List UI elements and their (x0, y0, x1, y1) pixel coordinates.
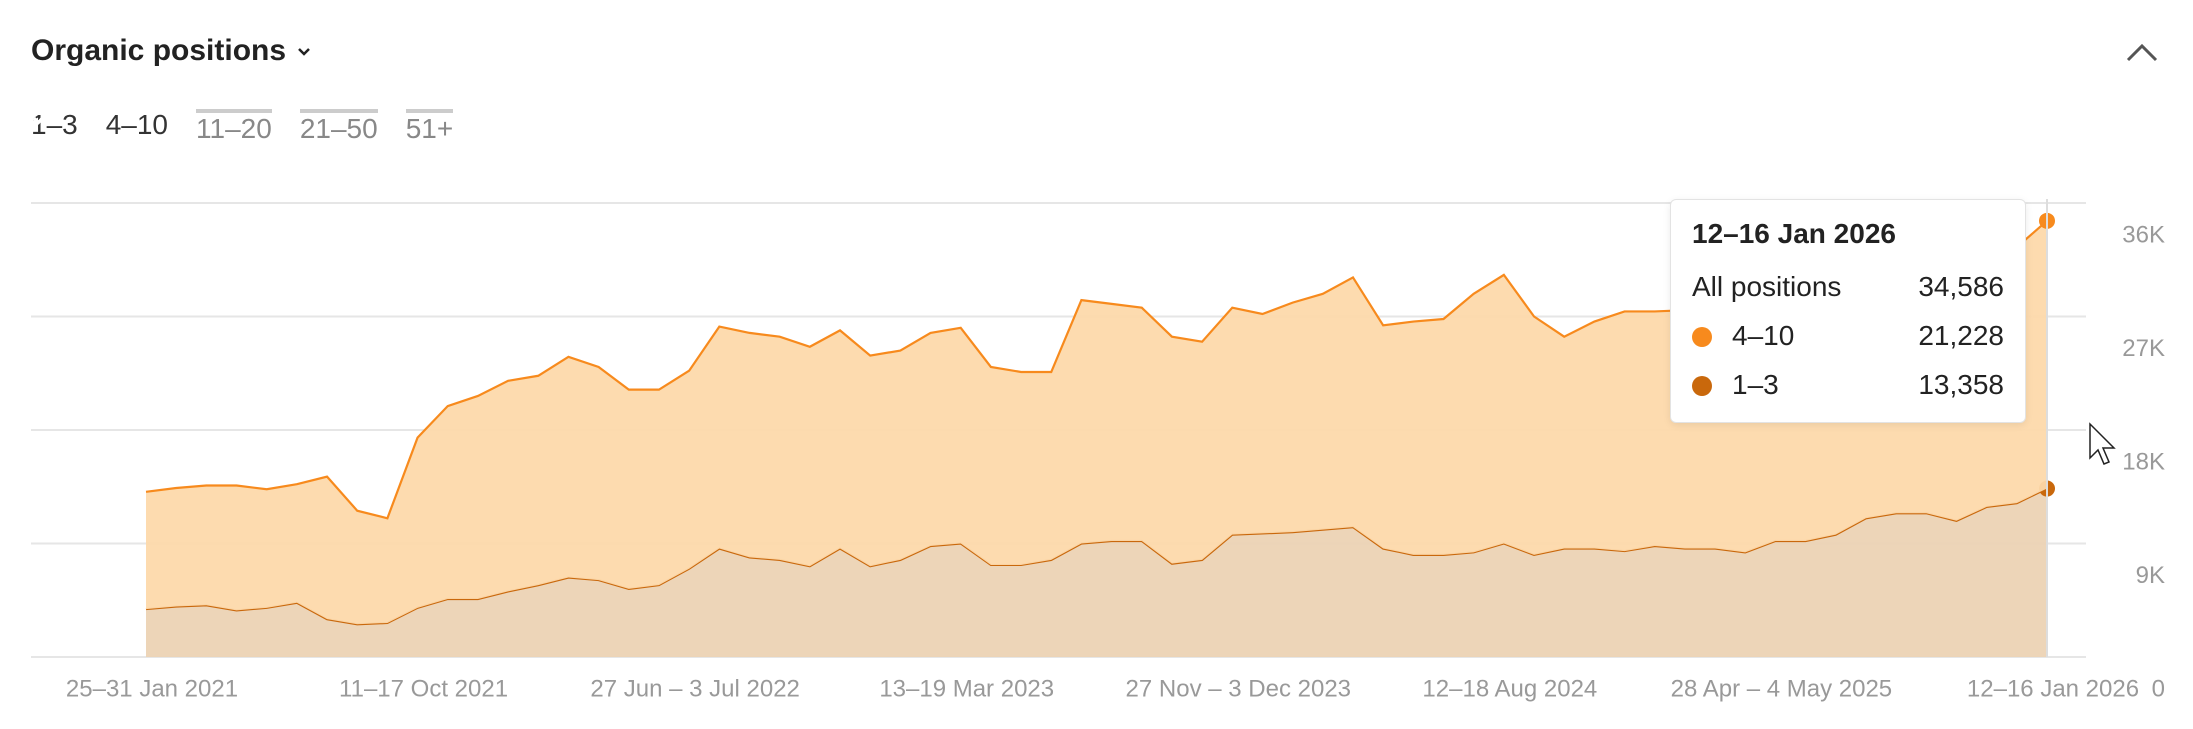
y-tick-label: 27K (2122, 335, 2165, 362)
filter-label: 11–20 (196, 113, 272, 144)
x-tick-label: 25–31 Jan 2021 (66, 675, 238, 702)
tooltip-label: 1–3 (1732, 368, 1779, 400)
plot: 0 9K 18K 27K 36K 25–31 Jan 2021 11–17 Oct 2021… (31, 199, 2165, 702)
mouse-cursor (2089, 422, 2116, 465)
tooltip-value: 13,358 (1918, 368, 2004, 400)
filter-row: 1–3 4–10 11–20 21–50 51+ (31, 109, 454, 145)
y-tick-label: 0 (2152, 675, 2165, 702)
tooltip-row: All positions 34,586 (1692, 262, 2004, 311)
filter-label: 4–10 (105, 109, 169, 140)
tooltip-label: 4–10 (1732, 319, 1795, 351)
dropdown-icon (298, 48, 311, 56)
tooltip-value: 21,228 (1918, 319, 2004, 351)
x-tick-label: 27 Nov – 3 Dec 2023 (1126, 675, 1351, 702)
y-tick-label: 36K (2122, 221, 2165, 248)
tooltip-label-wrap: 4–10 (1692, 320, 1794, 352)
x-tick-label: 12–16 Jan 2026 (1967, 675, 2139, 702)
filter-checkbox[interactable]: 4–10 (32, 109, 169, 145)
widget-title[interactable]: Organic positions (31, 34, 314, 68)
y-tick-label: 9K (2136, 562, 2165, 589)
tooltip-row: 4–10 21,228 (1692, 311, 2004, 360)
collapse-icon[interactable] (2126, 43, 2158, 62)
filter-checkbox[interactable]: 11–20 (196, 109, 272, 145)
area (146, 488, 2047, 657)
filter-label: 1–3 (31, 109, 78, 140)
x-tick-label: 11–17 Oct 2021 (339, 675, 508, 702)
legend-dot (1692, 327, 1712, 348)
checkbox (405, 109, 454, 113)
tooltip-label: All positions (1692, 270, 1842, 302)
tooltip-date: 12–16 Jan 2026 (1692, 218, 1896, 249)
filter-label: 21–50 (299, 113, 378, 144)
area (146, 220, 2047, 625)
filter-checkbox[interactable]: 1–3 (31, 109, 78, 145)
filter-checkbox[interactable]: 21–50 (299, 109, 378, 145)
x-tick-label: 28 Apr – 4 May 2025 (1671, 675, 1892, 702)
tooltip: 12–16 Jan 2026 All positions 34,586 4–10 21,… (1670, 199, 2026, 423)
legend-dot (1692, 376, 1712, 397)
filter-checkbox[interactable]: 51+ (405, 109, 454, 145)
checkbox (196, 109, 272, 113)
x-tick-label: 13–19 Mar 2023 (879, 675, 1054, 702)
checkbox (299, 109, 378, 113)
tooltip-label-wrap: 1–3 (1692, 369, 1779, 401)
x-tick-label: 27 Jun – 3 Jul 2022 (590, 675, 800, 702)
title-text: Organic positions (31, 34, 287, 67)
tooltip-value: 34,586 (1918, 270, 2004, 302)
filter-label: 51+ (405, 113, 454, 144)
y-tick-label: 18K (2122, 448, 2165, 475)
line (145, 487, 2048, 626)
x-tick-label: 12–18 Aug 2024 (1422, 675, 1597, 702)
tooltip-row: 1–3 13,358 (1692, 360, 2004, 409)
check-icon (32, 112, 48, 125)
tooltip-label-wrap: All positions (1692, 271, 1841, 303)
